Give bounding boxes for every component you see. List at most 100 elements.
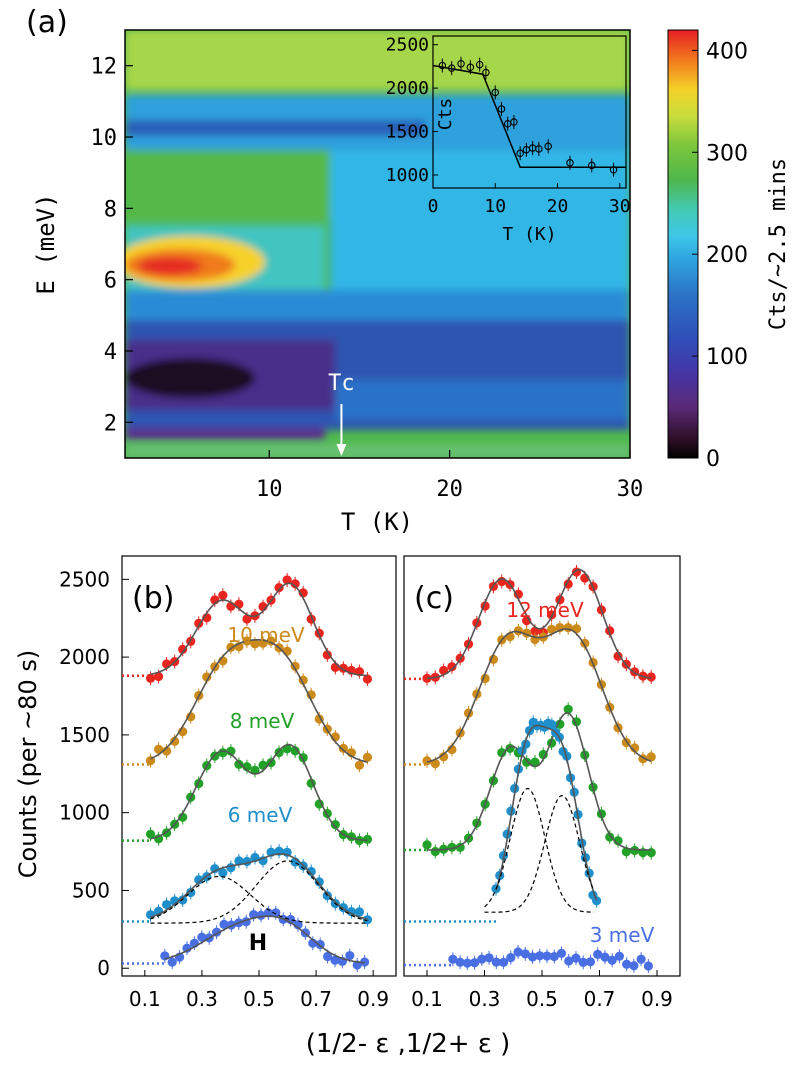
panel-b-y-tick-label: 0 (97, 956, 110, 980)
data-point (506, 806, 516, 816)
colorbar-tick-label: 300 (706, 141, 748, 166)
data-point (498, 957, 509, 967)
data-point (546, 624, 557, 634)
x-tick-label: 0.3 (469, 987, 501, 1011)
inset-point (475, 60, 484, 69)
data-point (447, 662, 457, 672)
x-tick-label: 0.1 (411, 987, 443, 1011)
panel-a-label: (a) (26, 5, 68, 40)
data-point (422, 756, 432, 766)
x-tick-label: 0.3 (186, 987, 218, 1011)
x-tick-label: 0.5 (526, 987, 558, 1011)
panel-c-label: (c) (414, 581, 454, 616)
panel-c-plot: 0.1 0.3 0.5 0.7 0.9 12 meV 3 meV (404, 565, 673, 1011)
heatmap-x-tick-label: 10 (256, 477, 283, 502)
panel-b-y-tick-label: 2000 (59, 645, 110, 669)
data-point (622, 959, 632, 969)
component-peak (484, 788, 594, 913)
inset-point (609, 166, 618, 174)
data-point (194, 875, 204, 885)
data-point (314, 877, 324, 887)
panel-b-axes: 0 500 1000 1500 2000 2500 (59, 567, 129, 980)
data-point (242, 614, 252, 624)
fit-curve (164, 915, 365, 964)
heatmap-x-tick-label: 30 (617, 477, 644, 502)
data-point (330, 662, 340, 672)
data-point (290, 746, 300, 756)
data-point (430, 758, 440, 769)
data-point (520, 949, 530, 959)
data-point (506, 953, 516, 963)
heatmap-x-label: T (K) (341, 508, 413, 536)
data-point (362, 834, 373, 844)
series-2 (404, 702, 656, 860)
inset-point (497, 105, 506, 113)
fit-curve (150, 853, 368, 920)
data-point (218, 748, 228, 758)
data-point (422, 840, 432, 850)
heatmap-frame (124, 29, 631, 459)
data-point (263, 908, 274, 918)
inset-point (588, 161, 596, 170)
inset-x-tick-label: 0 (428, 196, 439, 217)
data-point (439, 752, 449, 762)
data-point (556, 948, 567, 959)
data-point (491, 957, 501, 967)
fit-curve (150, 582, 368, 677)
heatmap-y-tick-label: 4 (104, 340, 117, 365)
inset-point (466, 63, 475, 72)
data-point (234, 599, 244, 609)
data-point (607, 955, 617, 965)
heatmap-top-band (125, 30, 630, 90)
data-point (538, 749, 548, 760)
inset-point (516, 149, 524, 158)
data-point (145, 829, 156, 839)
colorbar-tick-label: 0 (706, 447, 720, 472)
tc-annotation: Tc (328, 371, 355, 396)
data-point (646, 752, 656, 762)
series-label: 10 meV (227, 623, 305, 647)
data-point (330, 955, 340, 965)
tc-arrow (336, 404, 347, 456)
data-point (271, 908, 281, 918)
series-1: 10 meV (122, 623, 373, 773)
series-3 (404, 715, 602, 923)
data-point (522, 757, 532, 767)
data-point (592, 896, 602, 906)
data-point (197, 932, 207, 942)
data-point (462, 958, 472, 968)
data-point (547, 719, 557, 730)
colorbar-tick-label: 100 (706, 345, 748, 370)
series-label: 3 meV (590, 923, 655, 947)
data-point (621, 847, 631, 857)
inset-x-label: T (K) (502, 224, 556, 245)
inset-point (491, 88, 500, 97)
fit-curve (150, 639, 368, 763)
fit-curve (427, 712, 652, 851)
data-point (630, 743, 640, 753)
data-point (484, 953, 494, 963)
data-point (535, 951, 545, 961)
inset-x-tick-label: 20 (547, 196, 569, 217)
heatmap-cyan-right (330, 150, 630, 310)
data-point (178, 644, 188, 654)
data-point (210, 864, 220, 874)
data-point (250, 639, 260, 649)
data-point (186, 712, 196, 722)
data-point (629, 961, 639, 971)
inset-fit-line (432, 64, 626, 168)
data-point (593, 949, 603, 959)
panel-b-y-label: Counts (per ~80 s) (14, 650, 42, 878)
heatmap-band-10-dark (125, 120, 425, 136)
data-point (234, 856, 244, 866)
data-point (250, 765, 260, 775)
series-4 (122, 905, 370, 973)
heatmap-bottom-green (125, 444, 630, 458)
data-point (218, 590, 228, 600)
panel-b-y-tick-label: 2500 (59, 567, 110, 591)
data-point (571, 953, 581, 963)
data-point (162, 746, 172, 756)
data-point (162, 899, 172, 910)
data-point (455, 957, 465, 967)
data-point (630, 845, 640, 856)
